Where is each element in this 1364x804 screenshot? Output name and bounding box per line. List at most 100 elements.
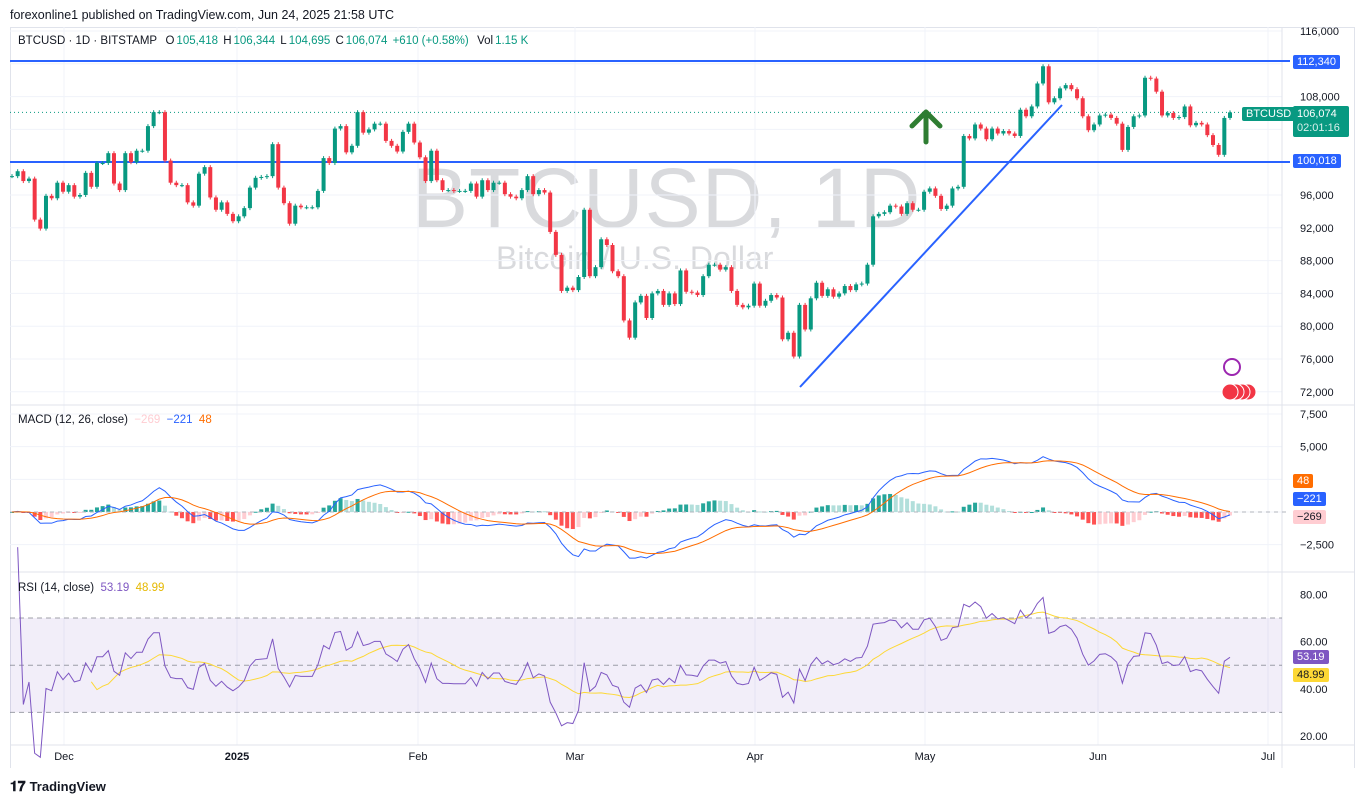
candle <box>967 135 972 139</box>
macd-histogram-bar <box>208 512 213 520</box>
macd-histogram-bar <box>990 505 995 512</box>
candle <box>1097 115 1102 125</box>
time-axis-label: Jul <box>1261 751 1275 763</box>
macd-histogram-bar <box>1109 512 1114 524</box>
macd-histogram-bar <box>950 511 955 513</box>
candle <box>412 123 417 143</box>
candle <box>179 185 184 187</box>
candle <box>797 304 802 357</box>
candle <box>77 195 82 197</box>
volume-value: 1.15 K <box>495 35 529 47</box>
macd-histogram-bar <box>621 512 626 517</box>
time-axis-label: Dec <box>54 751 74 763</box>
candle <box>111 153 116 184</box>
time-axis-label: Apr <box>746 751 763 763</box>
macd-histogram-bar <box>553 512 558 520</box>
candle <box>859 283 864 285</box>
macd-histogram-bar <box>372 502 377 512</box>
macd-histogram-bar <box>117 509 122 512</box>
candle <box>457 190 462 192</box>
macd-histogram-bar <box>366 501 371 512</box>
candle <box>961 135 966 187</box>
macd-histogram-bar <box>888 493 893 512</box>
price-axis-label: 76,000 <box>1300 354 1334 366</box>
candle <box>304 207 309 209</box>
macd-signal-tag: 48 <box>1293 474 1314 488</box>
macd-histogram-bar <box>774 510 779 512</box>
candle <box>525 176 530 191</box>
macd-histogram-bar <box>1199 512 1204 518</box>
low-label: L <box>280 35 287 47</box>
candle <box>310 207 315 209</box>
price-axis-label: 116,000 <box>1300 26 1339 38</box>
macd-histogram-bar <box>474 512 479 521</box>
macd-histogram-bar <box>933 506 938 512</box>
candle <box>43 195 48 229</box>
macd-histogram-bar <box>497 512 502 515</box>
macd-histogram-bar <box>786 512 791 517</box>
candle <box>94 163 99 187</box>
candle <box>689 291 694 293</box>
candle <box>128 153 133 163</box>
candle <box>616 271 621 277</box>
candle <box>474 183 479 197</box>
candle <box>1046 66 1051 103</box>
last-price: 106,074 <box>1297 108 1337 120</box>
macd-histogram-bar <box>1182 512 1187 516</box>
candle <box>21 171 26 182</box>
macd-histogram-bar <box>179 512 184 519</box>
rsi-axis-label: 20.00 <box>1300 731 1328 743</box>
tradingview-logo[interactable]: 𝟏𝟕 TradingView <box>10 778 106 795</box>
candle <box>769 295 774 301</box>
candle <box>1131 116 1136 127</box>
candle <box>627 320 632 338</box>
candle <box>531 176 536 195</box>
rsi-band-fill <box>10 618 1282 713</box>
candle <box>434 150 439 181</box>
macd-histogram-bar <box>542 511 547 513</box>
time-axis-label: 2025 <box>225 751 249 763</box>
candle <box>944 205 949 209</box>
macd-histogram-tag: −269 <box>1293 510 1326 524</box>
macd-histogram-bar <box>468 512 473 521</box>
candle <box>213 197 218 210</box>
rsi-title[interactable]: RSI (14, close) <box>18 582 95 594</box>
candle <box>553 231 558 255</box>
macd-histogram-bar <box>735 507 740 512</box>
rsi-axis-label: 40.00 <box>1300 684 1328 696</box>
candle <box>338 126 343 129</box>
macd-histogram-bar <box>854 505 859 512</box>
macd-line <box>11 456 1231 559</box>
macd-histogram-bar <box>94 507 99 512</box>
candle <box>253 177 258 188</box>
candle <box>888 205 893 213</box>
candle <box>10 176 14 178</box>
macd-histogram-bar <box>718 500 723 512</box>
candle <box>38 219 43 229</box>
macd-histogram-bar <box>865 503 870 512</box>
candle <box>984 128 989 140</box>
macd-histogram-bar <box>151 501 156 512</box>
trendline <box>799 104 1063 388</box>
candle <box>599 239 604 268</box>
candle <box>791 332 796 357</box>
macd-histogram-bar <box>548 512 553 516</box>
rsi-ma-tag: 48.99 <box>1293 668 1329 682</box>
macd-histogram-bar <box>55 512 60 515</box>
open-label: O <box>165 35 175 47</box>
candle <box>990 128 995 140</box>
candle <box>820 282 825 296</box>
macd-title[interactable]: MACD (12, 26, close) <box>18 414 128 426</box>
candle <box>15 171 20 177</box>
macd-histogram-bar <box>916 503 921 512</box>
candle <box>1148 77 1153 79</box>
macd-histogram-bar <box>712 500 717 512</box>
macd-histogram-bar <box>1126 512 1131 525</box>
candle <box>106 153 111 164</box>
candle <box>162 112 167 161</box>
candle <box>842 286 847 294</box>
symbol-title[interactable]: BTCUSD · 1D · BITSTAMP <box>18 35 158 47</box>
macd-histogram-bar <box>1063 512 1068 514</box>
candle <box>321 158 326 191</box>
